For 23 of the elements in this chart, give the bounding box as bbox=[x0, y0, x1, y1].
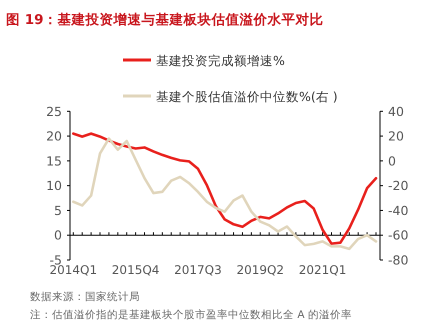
y-tick-label: 25 bbox=[46, 104, 62, 119]
x-tick-label: 2019Q2 bbox=[236, 263, 284, 277]
x-tick-label: 2014Q1 bbox=[49, 263, 98, 277]
x-tick-label: 2015Q4 bbox=[112, 263, 160, 277]
legend-label: 基建个股估值溢价中位数%(右 ) bbox=[156, 89, 338, 104]
y-tick-label: 20 bbox=[46, 128, 62, 144]
y2-tick-label: -80 bbox=[388, 252, 408, 268]
y-tick-label: 0 bbox=[54, 228, 62, 243]
y2-tick-label: 40 bbox=[388, 104, 404, 119]
y2-tick-label: 20 bbox=[388, 128, 404, 144]
x-tick-label: 2017Q3 bbox=[174, 263, 222, 277]
legend-label: 基建投资完成额增速% bbox=[156, 53, 285, 68]
text: 注：估值溢价指的是基建板块个股市盈率中位数相比全 A 的溢价率 bbox=[30, 308, 352, 321]
y2-tick-label: -60 bbox=[388, 228, 408, 243]
x-tick-label: 2021Q1 bbox=[298, 263, 346, 277]
source-note: 数据来源：国家统计局 bbox=[30, 290, 140, 303]
y2-tick-label: 0 bbox=[388, 153, 396, 168]
y2-tick-label: -20 bbox=[388, 178, 408, 194]
chart-title: 图 19：基建投资增速与基建板块估值溢价水平对比 bbox=[6, 12, 324, 28]
y-tick-label: 10 bbox=[46, 178, 62, 194]
y2-tick-label: -40 bbox=[388, 202, 408, 218]
y-tick-label: 15 bbox=[46, 153, 62, 168]
y-tick-label: 5 bbox=[54, 202, 62, 218]
